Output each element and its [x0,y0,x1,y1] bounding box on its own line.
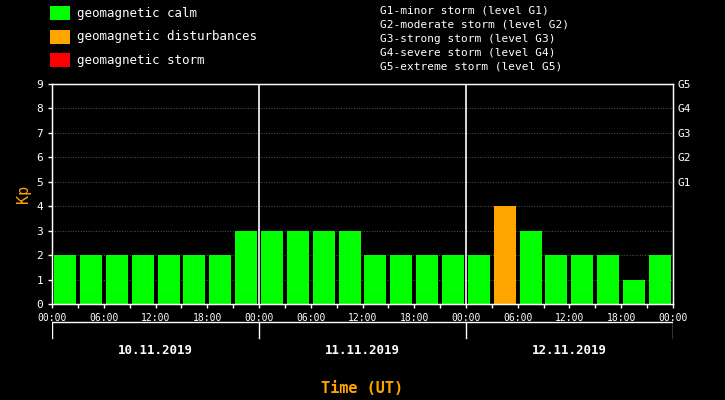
Bar [520,231,542,304]
Bar [183,255,205,304]
Bar [365,255,386,304]
Text: geomagnetic storm: geomagnetic storm [77,54,204,67]
Bar [210,255,231,304]
Bar [545,255,568,304]
Bar [442,255,464,304]
Bar [80,255,102,304]
Bar [468,255,490,304]
Bar [312,231,335,304]
Bar [287,231,309,304]
Text: G5-extreme storm (level G5): G5-extreme storm (level G5) [381,62,563,72]
Text: geomagnetic disturbances: geomagnetic disturbances [77,30,257,43]
Y-axis label: Kp: Kp [16,185,31,203]
Bar [132,255,154,304]
Bar [649,255,671,304]
Text: G3-strong storm (level G3): G3-strong storm (level G3) [381,34,556,44]
Bar [597,255,619,304]
Text: 11.11.2019: 11.11.2019 [325,344,400,357]
Text: 10.11.2019: 10.11.2019 [118,344,193,357]
Bar [416,255,438,304]
Bar [623,280,645,304]
Bar [494,206,515,304]
Bar [261,231,283,304]
Bar [106,255,128,304]
Bar [54,255,76,304]
Text: G4-severe storm (level G4): G4-severe storm (level G4) [381,48,556,58]
Bar [157,255,180,304]
FancyBboxPatch shape [50,30,70,44]
Bar [235,231,257,304]
FancyBboxPatch shape [50,6,70,20]
Text: G1-minor storm (level G1): G1-minor storm (level G1) [381,6,549,16]
Bar [571,255,593,304]
Text: 12.11.2019: 12.11.2019 [532,344,607,357]
Bar [339,231,360,304]
FancyBboxPatch shape [50,53,70,67]
Bar [390,255,413,304]
Text: Time (UT): Time (UT) [321,381,404,396]
Text: geomagnetic calm: geomagnetic calm [77,7,196,20]
Text: G2-moderate storm (level G2): G2-moderate storm (level G2) [381,20,569,30]
